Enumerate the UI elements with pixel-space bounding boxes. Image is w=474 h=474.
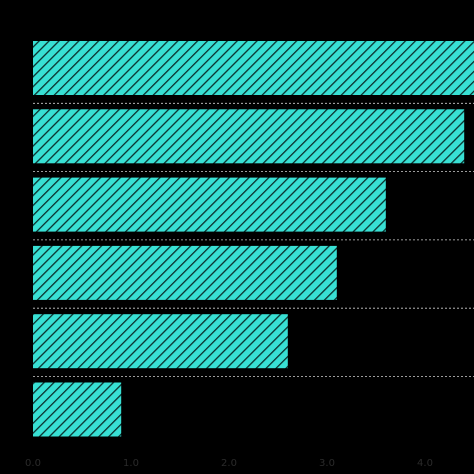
x-tick-label-1: 0.0 xyxy=(25,458,41,469)
bars-group xyxy=(33,41,474,437)
bar-6 xyxy=(33,382,122,437)
x-tick-label-2: 1.0 xyxy=(123,458,139,469)
bar-4 xyxy=(33,245,337,300)
bar-3 xyxy=(33,177,386,232)
x-axis-ticks: 0.0 1.0 2.0 3.0 4.0 xyxy=(25,458,433,469)
bar-1 xyxy=(33,41,474,95)
bar-5 xyxy=(33,314,288,369)
x-tick-label-5: 4.0 xyxy=(417,458,433,469)
bar-2 xyxy=(33,109,465,164)
x-tick-label-4: 3.0 xyxy=(319,458,335,469)
x-tick-label-3: 2.0 xyxy=(221,458,237,469)
row-separators xyxy=(33,102,474,377)
